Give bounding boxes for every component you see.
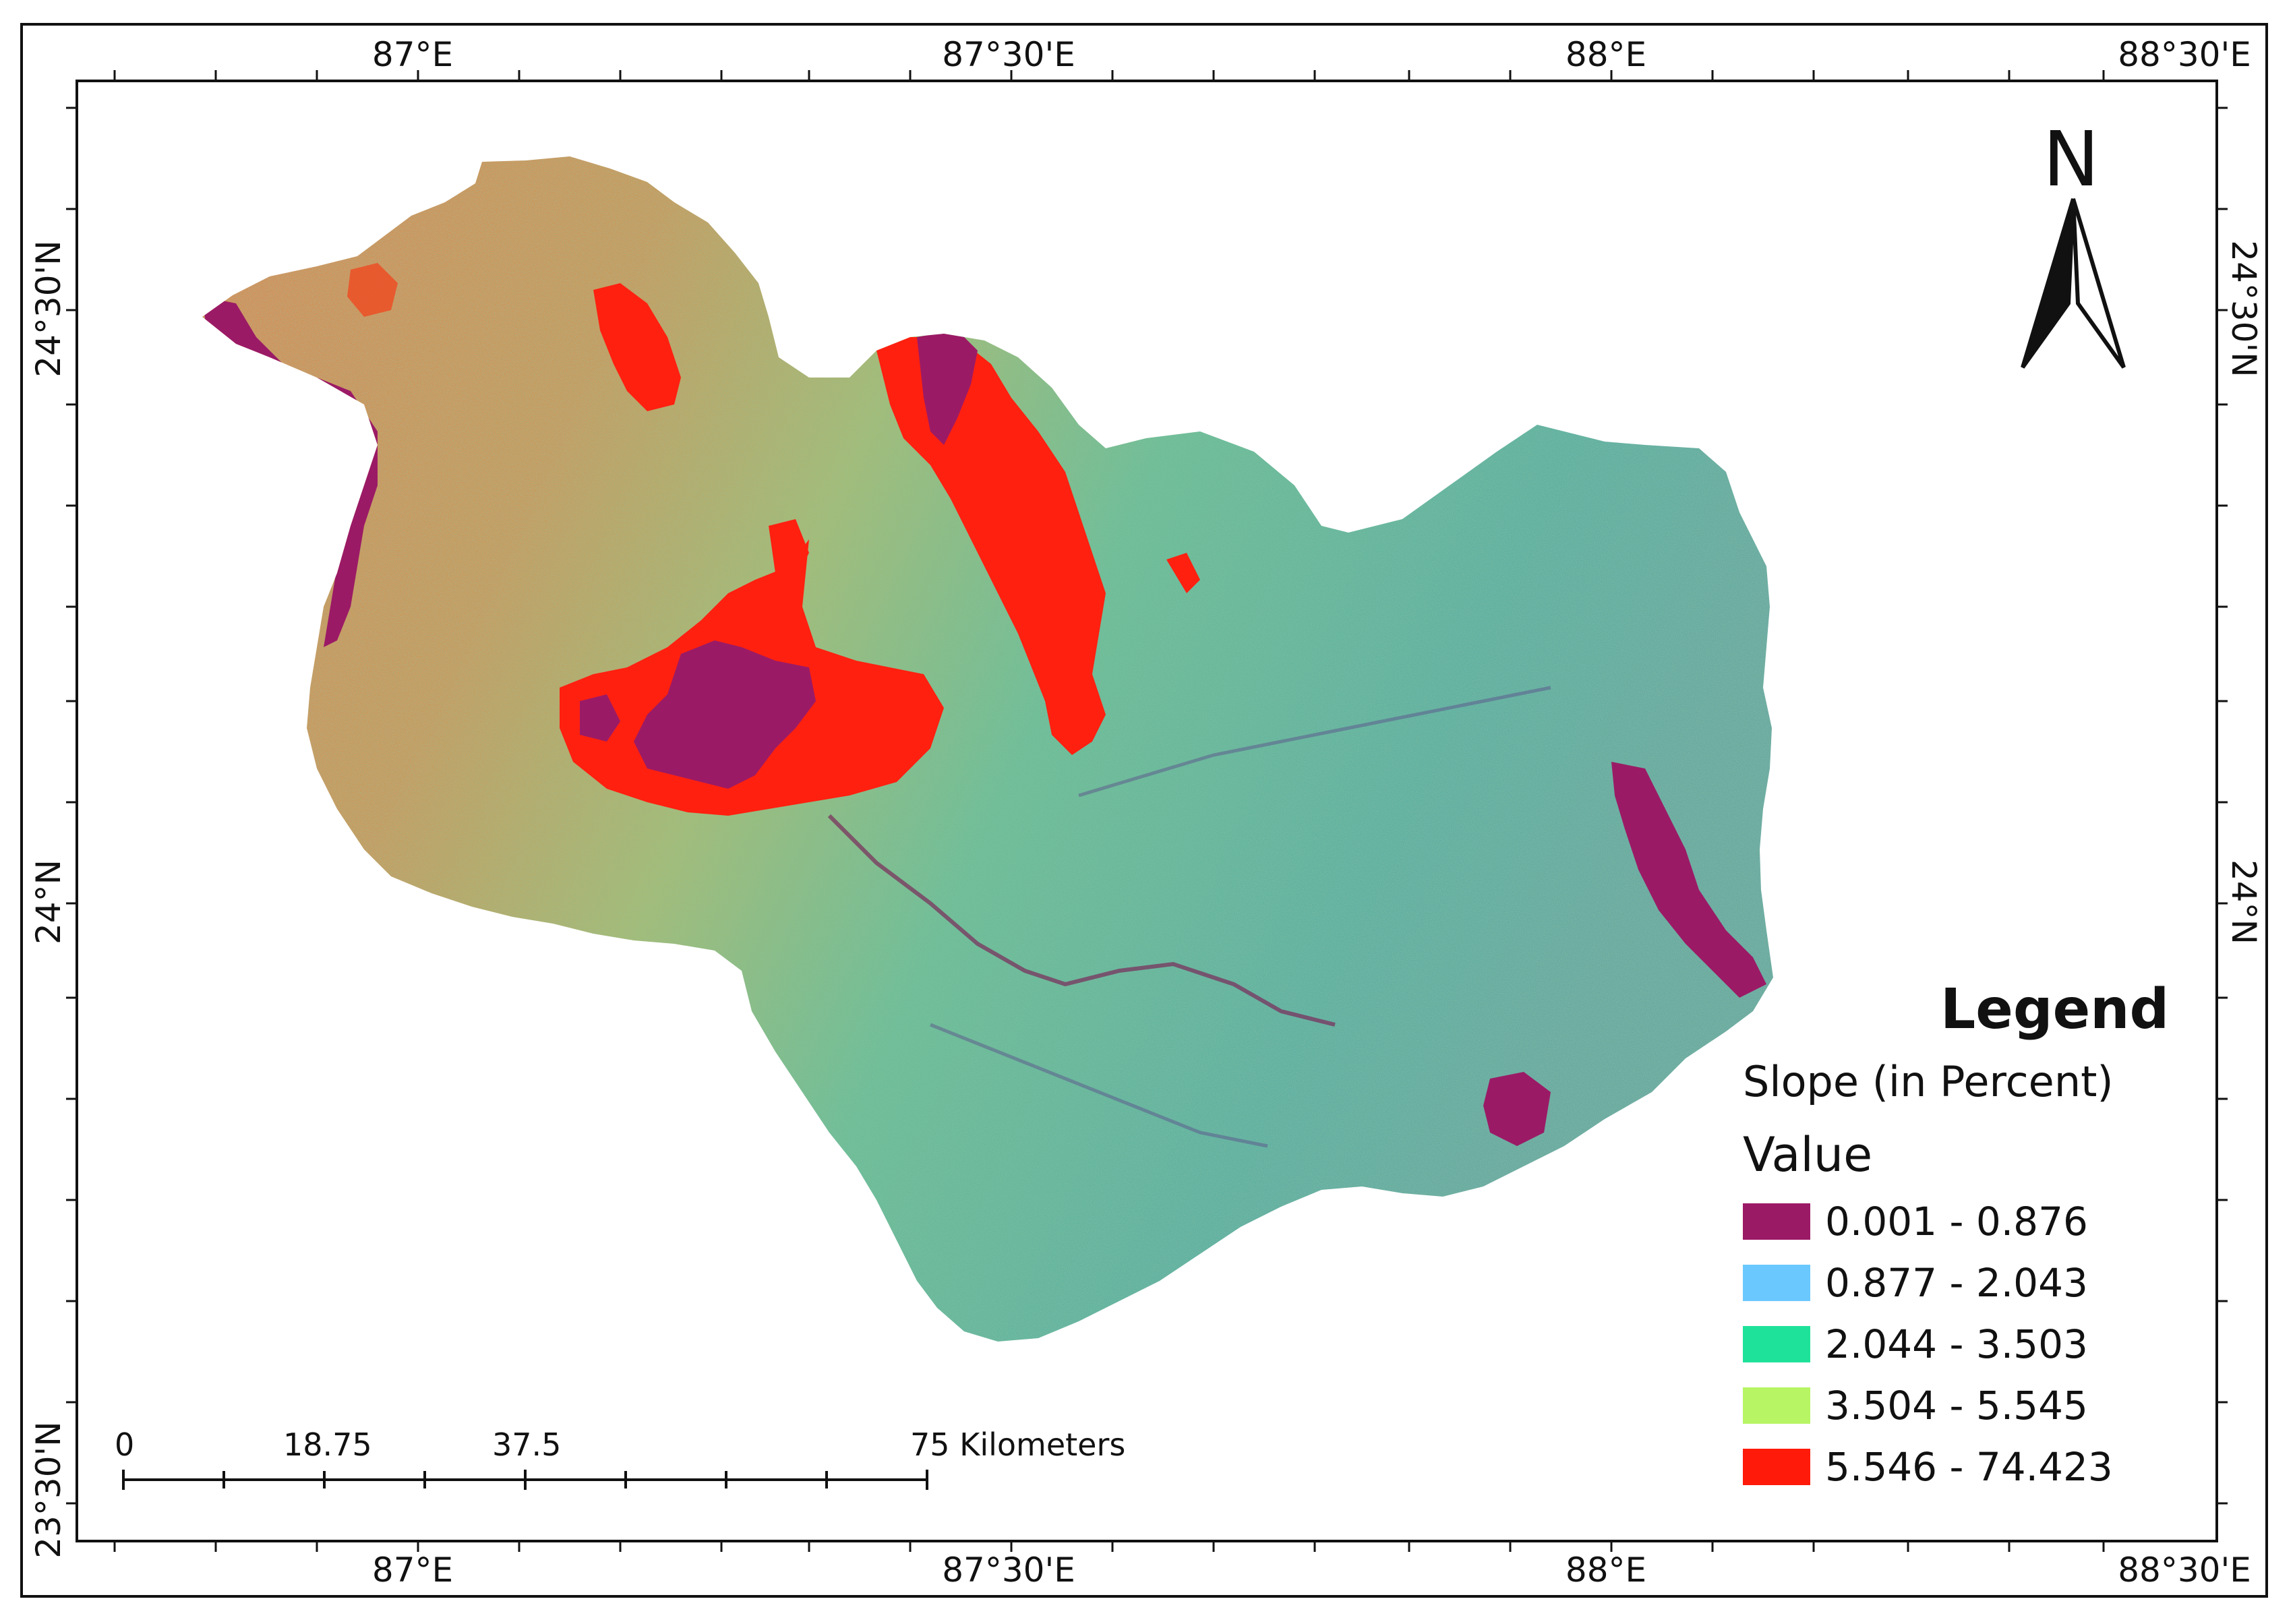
slope-raster xyxy=(202,156,1773,1342)
legend-item: 5.546 - 74.423 xyxy=(1743,1444,2113,1490)
grid-label-top-2: 87°30'E xyxy=(942,35,1075,74)
grid-label-top-4: 88°30'E xyxy=(2118,35,2251,74)
legend-item-label: 5.546 - 74.423 xyxy=(1825,1444,2113,1490)
legend-swatch xyxy=(1743,1326,1810,1362)
north-arrow-icon xyxy=(2021,198,2126,369)
slope-zone-low xyxy=(634,640,816,789)
legend-swatch xyxy=(1743,1449,1810,1485)
outer-frame xyxy=(20,23,2268,1598)
grid-label-left-3: 23°30'N xyxy=(29,1421,68,1559)
grid-label-left-2: 24°N xyxy=(29,859,68,945)
scale-bar xyxy=(122,1470,928,1490)
legend-layer-name: Slope (in Percent) xyxy=(1743,1057,2114,1106)
scale-label-1875: 18.75 xyxy=(283,1426,372,1463)
legend-value-heading: Value xyxy=(1743,1127,1873,1182)
scale-label-75: 75 Kilometers xyxy=(910,1426,1126,1463)
legend-swatch xyxy=(1743,1203,1810,1240)
legend-item-label: 0.001 - 0.876 xyxy=(1825,1199,2088,1244)
north-label: N xyxy=(2043,116,2100,204)
grid-label-bottom-1: 87°E xyxy=(371,1551,454,1590)
scale-label-0: 0 xyxy=(115,1426,135,1463)
legend-item-label: 2.044 - 3.503 xyxy=(1825,1321,2088,1367)
grid-label-bottom-2: 87°30'E xyxy=(942,1551,1075,1590)
grid-label-right-1: 24°30'N xyxy=(2224,240,2263,378)
grid-label-left-1: 24°30'N xyxy=(29,240,68,378)
grid-label-right-2: 24°N xyxy=(2224,859,2263,945)
grid-label-top-1: 87°E xyxy=(371,35,454,74)
legend-item: 3.504 - 5.545 xyxy=(1743,1383,2088,1428)
grid-label-top-3: 88°E xyxy=(1565,35,1647,74)
grid-label-bottom-3: 88°E xyxy=(1565,1551,1647,1590)
legend-title: Legend xyxy=(1940,978,2170,1042)
grid-label-bottom-4: 88°30'E xyxy=(2118,1551,2251,1590)
legend-item: 2.044 - 3.503 xyxy=(1743,1321,2088,1367)
scale-label-375: 37.5 xyxy=(492,1426,562,1463)
grid-ticks xyxy=(66,70,2228,1552)
legend-swatch xyxy=(1743,1387,1810,1424)
legend-item: 0.877 - 2.043 xyxy=(1743,1260,2088,1306)
legend-item: 0.001 - 0.876 xyxy=(1743,1199,2088,1244)
legend-swatch xyxy=(1743,1265,1810,1301)
legend-item-label: 3.504 - 5.545 xyxy=(1825,1383,2088,1428)
legend-item-label: 0.877 - 2.043 xyxy=(1825,1260,2088,1306)
